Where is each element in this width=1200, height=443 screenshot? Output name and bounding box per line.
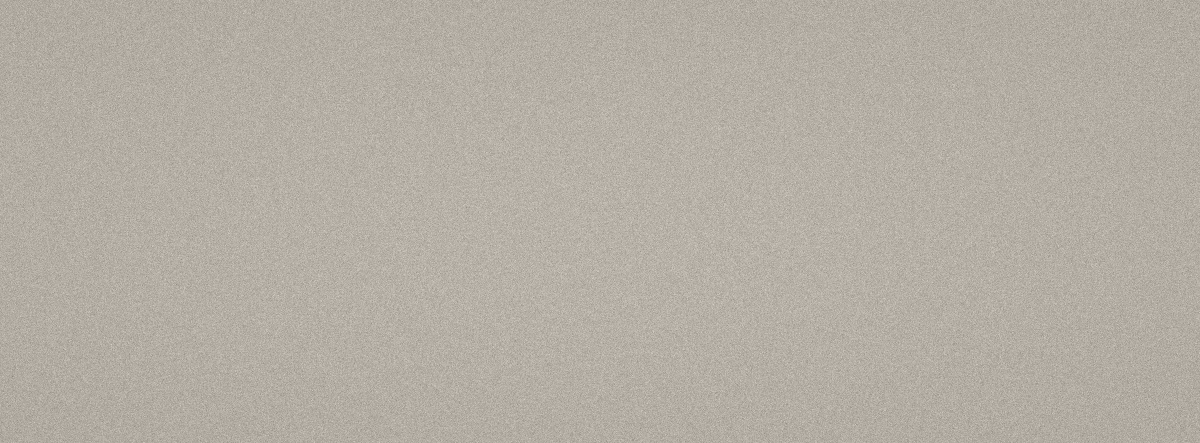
Text: C) Its asymmetric center possesses the R configuration.: C) Its asymmetric center possesses the R…	[84, 347, 617, 366]
Text: D) It is meso.: D) It is meso.	[84, 390, 210, 408]
Text: (: (	[82, 390, 89, 408]
Text: A) It is achiral.: A) It is achiral.	[84, 257, 226, 275]
Polygon shape	[241, 146, 263, 226]
Text: F: F	[245, 235, 259, 255]
Text: B) The mirror image of this molecule is its diastereomer.: B) The mirror image of this molecule is …	[84, 303, 624, 322]
Text: •5) Which of the following statements describes the compound shown below?: •5) Which of the following statements de…	[90, 22, 884, 42]
